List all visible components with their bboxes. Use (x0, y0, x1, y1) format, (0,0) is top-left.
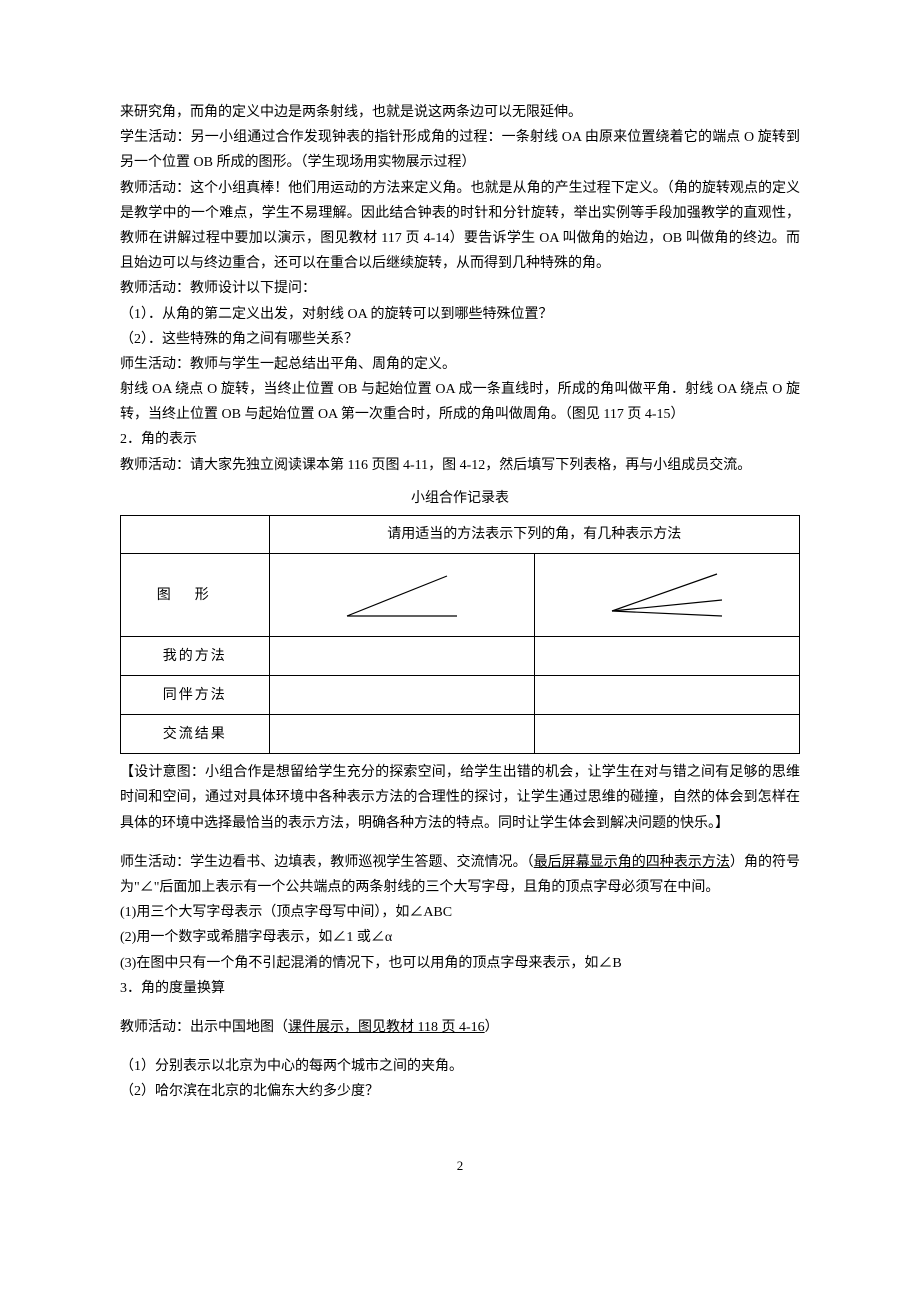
list-item: （1）．从角的第二定义出发，对射线 OA 的旋转可以到哪些特殊位置？ (120, 302, 800, 327)
paragraph: 射线 OA 绕点 O 旋转，当终止位置 OB 与起始位置 OA 成一条直线时，所… (120, 377, 800, 427)
table-cell-empty (534, 637, 799, 676)
list-item: （2）哈尔滨在北京的北偏东大约多少度？ (120, 1079, 800, 1104)
page-number: 2 (120, 1154, 800, 1177)
paragraph: 来研究角，而角的定义中边是两条射线，也就是说这两条边可以无限延伸。 (120, 100, 800, 125)
shape-cell-1 (269, 554, 534, 637)
list-item: (2)用一个数字或希腊字母表示，如∠1 或∠α (120, 925, 800, 950)
table-cell-empty (534, 676, 799, 715)
paragraph: 教师活动：这个小组真棒！他们用运动的方法来定义角。也就是从角的产生过程下定义。（… (120, 176, 800, 277)
table-row: 我的方法 (121, 637, 800, 676)
text-segment: ） (485, 1020, 499, 1035)
paragraph: 师生活动：教师与学生一起总结出平角、周角的定义。 (120, 352, 800, 377)
table-cell-empty (269, 637, 534, 676)
paragraph: 教师活动：出示中国地图（课件展示，图见教材 118 页 4-16） (120, 1015, 800, 1040)
angle-icon (337, 566, 467, 624)
table-title: 小组合作记录表 (120, 486, 800, 511)
angle-multi-icon (602, 566, 732, 624)
row-label-shape: 图形 (121, 554, 270, 637)
table-row: 图形 (121, 554, 800, 637)
row-label-result: 交流结果 (121, 715, 270, 754)
section-heading: 2．角的表示 (120, 427, 800, 452)
row-label-my-method: 我的方法 (121, 637, 270, 676)
list-item: (1)用三个大写字母表示（顶点字母写中间），如∠ABC (120, 900, 800, 925)
table-row: 同伴方法 (121, 676, 800, 715)
text-segment: 教师活动：出示中国地图（ (120, 1020, 288, 1035)
record-table: 请用适当的方法表示下列的角，有几种表示方法 图形 我的方法 同伴方法 交流结果 (120, 515, 800, 754)
list-item: （1）分别表示以北京为中心的每两个城市之间的夹角。 (120, 1054, 800, 1079)
table-cell-empty (269, 676, 534, 715)
text-segment: 师生活动：学生边看书、边填表，教师巡视学生答题、交流情况。（ (120, 855, 534, 870)
section-heading: 3．角的度量换算 (120, 976, 800, 1001)
list-item: （2）．这些特殊的角之间有哪些关系？ (120, 327, 800, 352)
shape-cell-2 (534, 554, 799, 637)
table-header-merged: 请用适当的方法表示下列的角，有几种表示方法 (269, 516, 799, 554)
row-label-peer-method: 同伴方法 (121, 676, 270, 715)
table-row: 交流结果 (121, 715, 800, 754)
paragraph: 教师活动：教师设计以下提问： (120, 276, 800, 301)
paragraph: 教师活动：请大家先独立阅读课本第 116 页图 4-11，图 4-12，然后填写… (120, 453, 800, 478)
table-cell-empty (534, 715, 799, 754)
paragraph: 师生活动：学生边看书、边填表，教师巡视学生答题、交流情况。（最后屏幕显示角的四种… (120, 850, 800, 900)
table-cell-empty (269, 715, 534, 754)
paragraph: 学生活动：另一小组通过合作发现钟表的指针形成角的过程：一条射线 OA 由原来位置… (120, 125, 800, 175)
row-label-text: 图形 (157, 588, 233, 603)
list-item: (3)在图中只有一个角不引起混淆的情况下，也可以用角的顶点字母来表示，如∠B (120, 951, 800, 976)
table-row: 请用适当的方法表示下列的角，有几种表示方法 (121, 516, 800, 554)
underlined-text: 最后屏幕显示角的四种表示方法 (534, 855, 730, 870)
underlined-text: 课件展示，图见教材 118 页 4-16 (288, 1020, 485, 1035)
design-intent: 【设计意图：小组合作是想留给学生充分的探索空间，给学生出错的机会，让学生在对与错… (120, 760, 800, 836)
table-cell-empty (121, 516, 270, 554)
